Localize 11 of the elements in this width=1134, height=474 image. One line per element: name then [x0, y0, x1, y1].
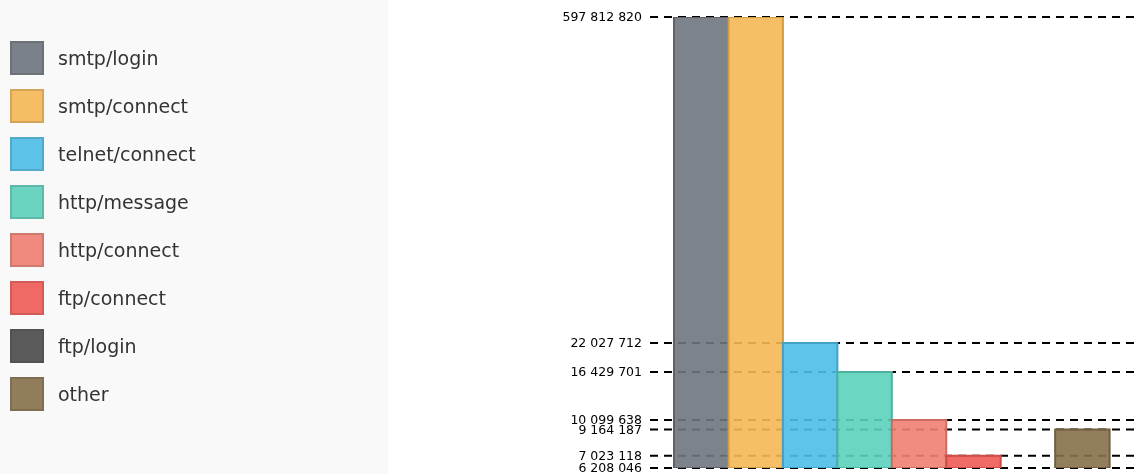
y-tick-label: 22 027 712	[570, 335, 642, 351]
y-tick-label: 16 429 701	[570, 364, 642, 380]
y-tick-label: 597 812 820	[562, 9, 643, 25]
legend-label: smtp/login	[58, 47, 159, 69]
legend-label: telnet/connect	[58, 143, 196, 165]
legend-label: ftp/login	[58, 335, 137, 357]
legend-label: http/connect	[58, 239, 180, 261]
legend-label: smtp/connect	[58, 95, 189, 117]
legend-label: ftp/connect	[58, 287, 167, 309]
legend-label: http/message	[58, 191, 189, 213]
legend-label: other	[58, 383, 109, 405]
